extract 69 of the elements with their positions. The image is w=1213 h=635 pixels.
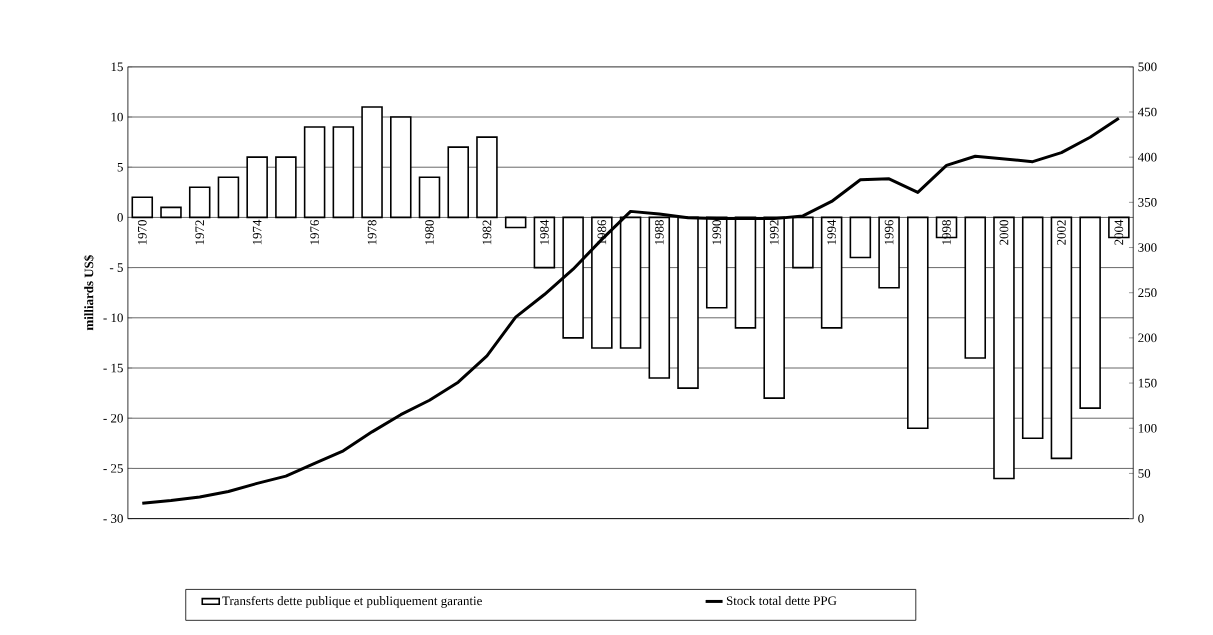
bar (849, 216, 872, 259)
bar (878, 216, 900, 289)
bar (1021, 216, 1044, 439)
x-tick-label: 1976 (310, 219, 319, 245)
bar (131, 196, 154, 219)
x-tick-label: 1974 (252, 219, 262, 245)
bar (504, 216, 527, 229)
bar (188, 186, 211, 219)
bar (332, 126, 355, 219)
bar (476, 136, 498, 219)
bar (964, 216, 987, 359)
y-tick-label: - 15 (103, 363, 123, 373)
x-tick-label: 1990 (712, 219, 722, 245)
y2-tick-label: 150 (1138, 378, 1157, 388)
x-tick-label: 1992 (769, 220, 779, 245)
bar (418, 176, 441, 219)
bar (1050, 216, 1073, 460)
x-tick-label: 1988 (654, 219, 664, 245)
bar (677, 216, 699, 389)
y-tick-label: 10 (111, 112, 123, 122)
bar (619, 216, 642, 349)
y-tick-label: - 25 (103, 463, 123, 473)
x-tick-label: 1980 (425, 219, 434, 245)
bar (820, 216, 843, 329)
bar (792, 216, 814, 269)
y2-tick-label: 200 (1138, 333, 1157, 343)
y2-tick-label: 450 (1137, 107, 1157, 117)
y-tick-label: 15 (111, 62, 123, 71)
y2-tick-label: 350 (1138, 197, 1157, 207)
bar (907, 216, 929, 429)
x-tick-label: 1996 (884, 219, 894, 245)
x-tick-label: 1982 (482, 220, 492, 245)
bar (275, 156, 297, 219)
y2-tick-label: 250 (1138, 288, 1157, 297)
bar (303, 126, 326, 219)
bar (361, 106, 383, 219)
y-tick-label: 0 (117, 212, 123, 222)
y2-tick-label: 500 (1138, 62, 1157, 72)
bar (246, 156, 268, 219)
bar (160, 206, 182, 219)
bar (447, 146, 469, 219)
legend-label: Transferts dette publique et publiquement garantie (222, 595, 482, 608)
bar (562, 216, 584, 339)
y-tick-label: 5 (117, 162, 123, 172)
bar (591, 216, 613, 349)
x-tick-label: 2000 (999, 219, 1009, 245)
y2-tick-label: 400 (1137, 152, 1157, 162)
bar (993, 216, 1015, 480)
x-tick-label: 2002 (1057, 220, 1066, 245)
x-tick-label: 1994 (827, 219, 836, 245)
y2-tick-label: 50 (1138, 468, 1151, 478)
bar (648, 216, 671, 379)
bar (217, 176, 240, 219)
y-tick-label: - 10 (103, 313, 123, 323)
y-axis-title: milliards US$ (83, 255, 95, 331)
x-tick-label: 1984 (540, 219, 549, 245)
y2-tick-label: 300 (1138, 243, 1157, 252)
y2-tick-label: 100 (1138, 423, 1157, 433)
bar (763, 216, 785, 399)
legend-label: Stock total dette PPG (726, 595, 837, 605)
y-tick-label: - 20 (103, 413, 123, 423)
bar (1079, 216, 1101, 409)
y-tick-label: - 30 (103, 514, 123, 523)
x-tick-label: 1970 (137, 219, 147, 245)
x-tick-label: 1972 (195, 220, 205, 245)
bar (390, 116, 412, 219)
y2-tick-label: 0 (1138, 514, 1144, 523)
x-tick-label: 1978 (367, 219, 377, 245)
y-tick-label: - 5 (109, 263, 123, 272)
